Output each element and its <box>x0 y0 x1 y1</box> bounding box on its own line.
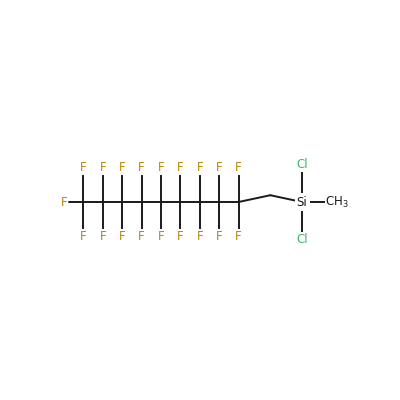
Text: F: F <box>61 196 68 208</box>
Text: F: F <box>119 230 126 243</box>
Text: F: F <box>119 161 126 174</box>
Text: F: F <box>158 161 164 174</box>
Text: F: F <box>196 230 203 243</box>
Text: F: F <box>235 161 242 174</box>
Text: F: F <box>216 230 222 243</box>
Text: F: F <box>177 161 184 174</box>
Text: F: F <box>216 161 222 174</box>
Text: F: F <box>196 161 203 174</box>
Text: F: F <box>80 230 87 243</box>
Text: Cl: Cl <box>296 158 308 170</box>
Text: F: F <box>100 161 106 174</box>
Text: F: F <box>138 230 145 243</box>
Text: F: F <box>138 161 145 174</box>
Text: F: F <box>158 230 164 243</box>
Text: CH$_3$: CH$_3$ <box>325 194 349 210</box>
Text: F: F <box>235 230 242 243</box>
Text: F: F <box>100 230 106 243</box>
Text: F: F <box>177 230 184 243</box>
Text: F: F <box>80 161 87 174</box>
Text: Si: Si <box>297 196 307 208</box>
Text: Cl: Cl <box>296 234 308 246</box>
